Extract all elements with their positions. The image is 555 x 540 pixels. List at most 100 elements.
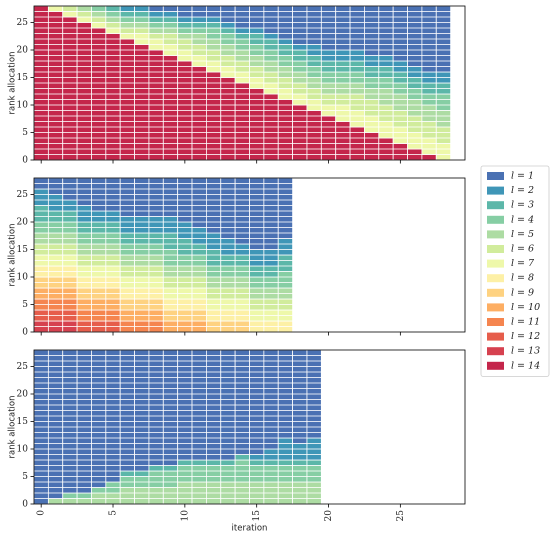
bar-segment: l = 5	[47, 498, 64, 505]
bar-segment: l = 7	[119, 33, 135, 40]
x-tick-label: 25	[396, 510, 406, 522]
bar-segment: l = 3	[134, 470, 150, 477]
bar-segment: l = 6	[364, 99, 380, 117]
y-axis-label: rank allocation	[8, 395, 18, 458]
bar-segment: l = 1	[378, 5, 394, 56]
bar-segment: l = 4	[162, 470, 179, 488]
bar-segment: l = 3	[191, 22, 207, 29]
axes-frame	[33, 177, 466, 333]
bar-segment: l = 3	[148, 16, 164, 23]
bar-segment: l = 1	[220, 5, 236, 23]
bar-segment: l = 6	[119, 27, 135, 34]
bar-segment: l = 2	[277, 238, 294, 256]
bar-segment: l = 2	[119, 216, 135, 234]
legend-swatch	[487, 361, 504, 370]
legend-swatch	[487, 303, 504, 312]
bar-segment: l = 2	[292, 44, 308, 51]
bar-segment: l = 14	[134, 44, 150, 161]
bar-segment: l = 4	[177, 465, 193, 483]
bar-segment: l = 2	[263, 249, 279, 267]
bar-segment: l = 1	[292, 349, 308, 444]
legend-label: l = 12	[511, 331, 540, 342]
bar-segment: l = 6	[421, 121, 437, 139]
bar-segment: l = 3	[234, 33, 250, 40]
bar-segment: l = 4	[277, 271, 294, 289]
bar-segment: l = 1	[148, 5, 164, 12]
bar-segment: l = 3	[249, 459, 265, 466]
bar-segment: l = 14	[306, 110, 322, 161]
bar-segment: l = 7	[364, 115, 380, 133]
bar-segment: l = 2	[148, 216, 164, 234]
bar-segment: l = 2	[134, 5, 150, 12]
bar-segment: l = 5	[76, 5, 92, 12]
bar-segment: l = 4	[91, 5, 107, 12]
bar-segment: l = 4	[91, 487, 107, 494]
bar-segment: l = 6	[349, 93, 365, 111]
bar-segment: l = 1	[148, 349, 164, 466]
bar-segment: l = 5	[407, 99, 423, 117]
y-tick-label: 10	[17, 273, 29, 283]
bar-segment: l = 5	[62, 498, 78, 505]
y-tick-label: 10	[17, 445, 29, 455]
bar-segment: l = 2	[234, 27, 250, 34]
bar-segment: l = 1	[364, 5, 380, 56]
bar-segment: l = 7	[91, 22, 107, 29]
bar-segment: l = 4	[134, 16, 150, 23]
bar-segment: l = 7	[378, 121, 394, 139]
bar-segment: l = 3	[234, 454, 250, 461]
bar-segment: l = 7	[62, 11, 78, 18]
bar-segment: l = 1	[249, 349, 265, 455]
bar-segment: l = 4	[177, 27, 193, 34]
y-tick-label: 25	[17, 362, 29, 372]
bar-segment: l = 1	[234, 349, 250, 455]
y-tick-label: 5	[22, 300, 28, 310]
bar-segment: l = 4	[277, 465, 294, 483]
legend-swatch	[487, 186, 504, 195]
legend-label: l = 7	[511, 258, 535, 269]
bar-segment: l = 5	[148, 487, 164, 505]
bar-segment: l = 3	[205, 249, 222, 267]
legend-label: l = 14	[511, 360, 540, 371]
bar-segment: l = 4	[119, 16, 135, 23]
bar-segment: l = 1	[191, 177, 207, 228]
bar-segment: l = 3	[191, 459, 207, 466]
bar-segment: l = 5	[134, 22, 150, 29]
bar-segment: l = 14	[277, 99, 294, 161]
bar-segment: l = 2	[76, 205, 92, 223]
legend-label: l = 3	[511, 200, 534, 211]
bar-segment: l = 2	[47, 194, 64, 212]
bar-segment: l = 2	[134, 216, 150, 234]
bar-segment: l = 4	[220, 465, 236, 483]
axes-frame	[33, 349, 466, 505]
bar-segment: l = 1	[91, 349, 107, 488]
bars: l = 14l = 7l = 6l = 5l = 4l = 3l = 2l = …	[33, 5, 452, 161]
bar-segment: l = 3	[220, 459, 236, 466]
bar-segment: l = 4	[263, 465, 279, 483]
bar-segment: l = 5	[119, 487, 135, 505]
bar-segment: l = 7	[76, 16, 92, 23]
legend-label: l = 10	[511, 302, 540, 313]
y-axis-label: rank allocation	[8, 51, 18, 114]
bar-segment: l = 5	[91, 11, 107, 18]
y-tick-label: 15	[17, 417, 29, 427]
legend-label: l = 5	[511, 229, 534, 240]
legend-swatch	[487, 259, 504, 268]
bar-segment: l = 5	[119, 22, 135, 29]
bar-segment: l = 3	[306, 459, 322, 466]
bar-segment: l = 1	[47, 177, 64, 195]
bar-segment: l = 3	[119, 470, 135, 477]
bar-segment: l = 2	[249, 27, 265, 34]
legend-swatch	[487, 215, 504, 224]
bars: l = 5l = 4l = 3l = 2l = 1l = 5l = 4l = 3…	[33, 349, 322, 505]
y-tick-label: 10	[17, 101, 29, 111]
bar-segment: l = 2	[205, 16, 222, 23]
bar-segment: l = 4	[62, 492, 78, 499]
bars: l = 13l = 12l = 11l = 10l = 9l = 8l = 7l…	[33, 177, 294, 333]
bar-segment: l = 2	[249, 249, 265, 267]
bar-segment: l = 2	[177, 221, 193, 239]
bar-segment: l = 2	[292, 443, 308, 461]
legend-swatch	[487, 318, 504, 326]
y-tick-label: 20	[17, 390, 29, 400]
y-tick-label: 15	[17, 73, 29, 83]
bar-segment: l = 5	[177, 33, 193, 40]
